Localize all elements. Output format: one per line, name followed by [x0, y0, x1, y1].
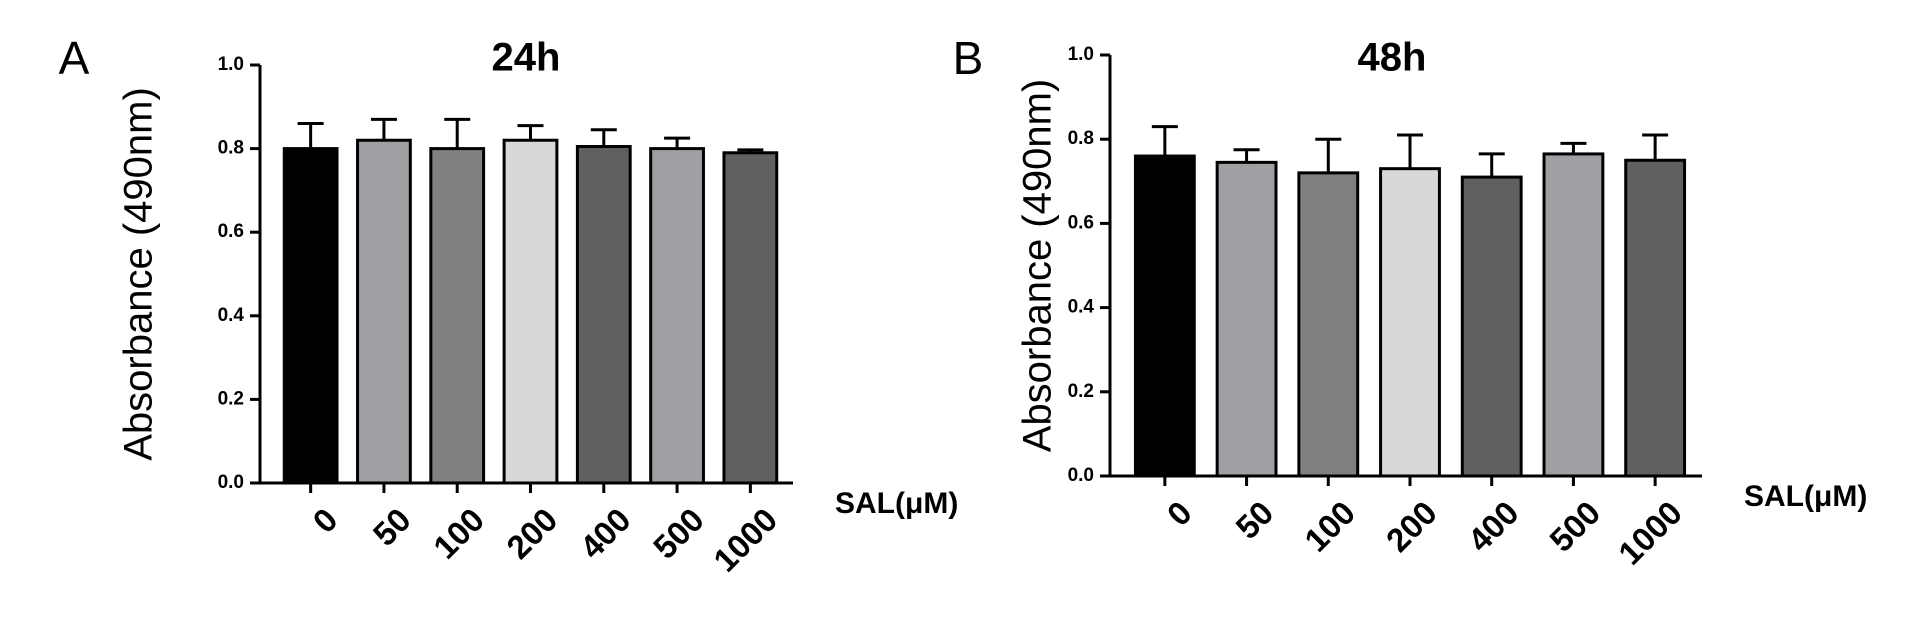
x-axis-label: SAL(μM) [835, 487, 958, 520]
y-tick-label: 0.0 [1068, 465, 1094, 486]
x-axis-label: SAL(μM) [1744, 480, 1867, 513]
bar [1379, 167, 1441, 478]
bar [356, 138, 412, 485]
x-tick-label: 200 [1379, 494, 1444, 559]
x-tick-label: 50 [366, 501, 418, 553]
panel-label: A [59, 32, 90, 84]
bar [722, 151, 779, 485]
bar [1460, 175, 1523, 478]
x-tick-label: 0 [1160, 494, 1199, 533]
bar [429, 147, 486, 485]
y-tick-label: 0.8 [1068, 128, 1094, 149]
y-tick-label: 0.8 [218, 138, 244, 159]
y-tick-label: 1.0 [218, 54, 244, 75]
x-tick-label: 1000 [706, 501, 784, 579]
bar [575, 145, 632, 485]
y-axis-label: Absorbance (490nm) [117, 87, 161, 461]
y-tick-label: 0.4 [1068, 297, 1095, 318]
y-tick-label: 0.4 [218, 305, 245, 326]
x-tick-label: 400 [573, 501, 638, 566]
y-axis-label: Absorbance (490nm) [1016, 79, 1060, 453]
y-tick-label: 0.6 [218, 221, 244, 242]
x-tick-label: 200 [499, 501, 564, 566]
x-tick-label: 100 [1297, 494, 1362, 559]
y-tick-label: 0.2 [1068, 381, 1094, 402]
bar [1215, 160, 1278, 478]
y-tick-label: 1.0 [1068, 44, 1094, 65]
x-tick-label: 1000 [1611, 494, 1689, 572]
panel-label: B [953, 32, 984, 84]
bar [1133, 154, 1196, 478]
x-tick-label: 400 [1461, 494, 1526, 559]
x-tick-label: 50 [1228, 494, 1280, 546]
x-tick-label: 100 [426, 501, 491, 566]
bar [1624, 158, 1687, 478]
y-tick-label: 0.0 [218, 472, 244, 493]
x-tick-label: 0 [305, 501, 344, 540]
bar [649, 147, 705, 485]
chart-title: 48h [1358, 36, 1427, 80]
bar [1297, 171, 1360, 478]
bar [1542, 152, 1605, 478]
x-tick-label: 500 [1542, 494, 1607, 559]
y-tick-label: 0.6 [1068, 212, 1094, 233]
x-tick-label: 500 [646, 501, 711, 566]
chart-title: 24h [492, 36, 561, 80]
bar [502, 138, 559, 485]
y-tick-label: 0.2 [218, 388, 244, 409]
bar [282, 147, 339, 485]
